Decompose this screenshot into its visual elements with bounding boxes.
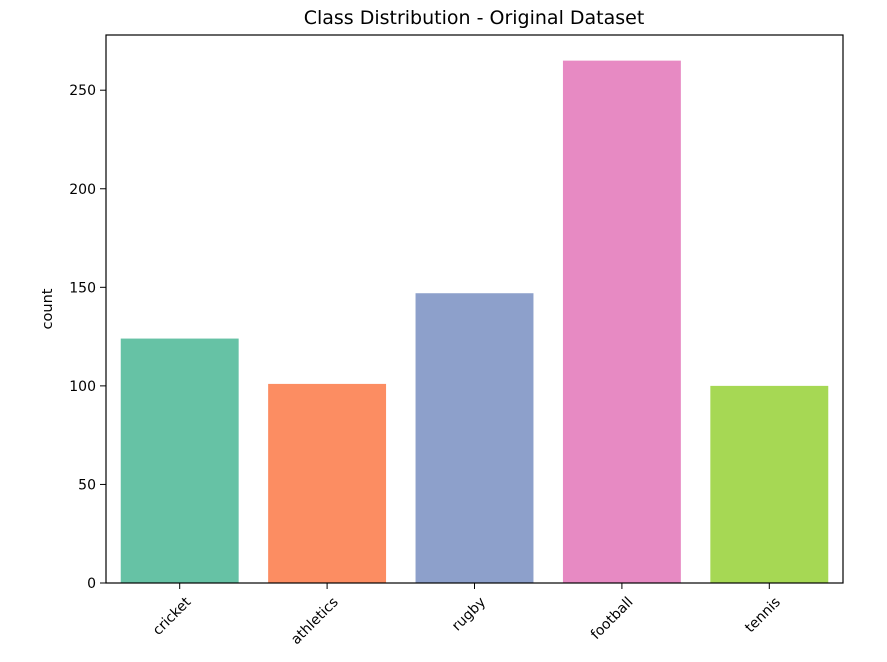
y-tick-label: 200 <box>69 182 96 198</box>
x-tick-label-athletics: athletics <box>288 594 342 648</box>
bar-tennis <box>710 385 829 583</box>
y-tick-label: 150 <box>69 280 96 296</box>
chart-title: Class Distribution - Original Dataset <box>304 7 645 29</box>
x-tick-label-football: football <box>588 594 637 643</box>
bar-athletics <box>268 383 387 583</box>
bar-football <box>562 60 681 583</box>
plot-frame <box>105 34 844 584</box>
x-tick-label-cricket: cricket <box>150 594 195 639</box>
y-axis: 0 50 100 150 200 250 <box>69 83 106 592</box>
y-tick-label: 0 <box>87 576 96 592</box>
y-tick-label: 250 <box>69 83 96 99</box>
y-tick-label: 50 <box>78 477 96 493</box>
x-tick-label-rugby: rugby <box>449 594 489 634</box>
y-tick-label: 100 <box>69 379 96 395</box>
bar-rugby <box>415 293 534 583</box>
x-tick-label-tennis: tennis <box>742 594 784 636</box>
bars-group <box>120 60 829 583</box>
y-axis-label: count <box>40 288 56 329</box>
bar-cricket <box>120 338 239 583</box>
x-axis: cricket athletics rugby football tennis <box>150 583 784 648</box>
